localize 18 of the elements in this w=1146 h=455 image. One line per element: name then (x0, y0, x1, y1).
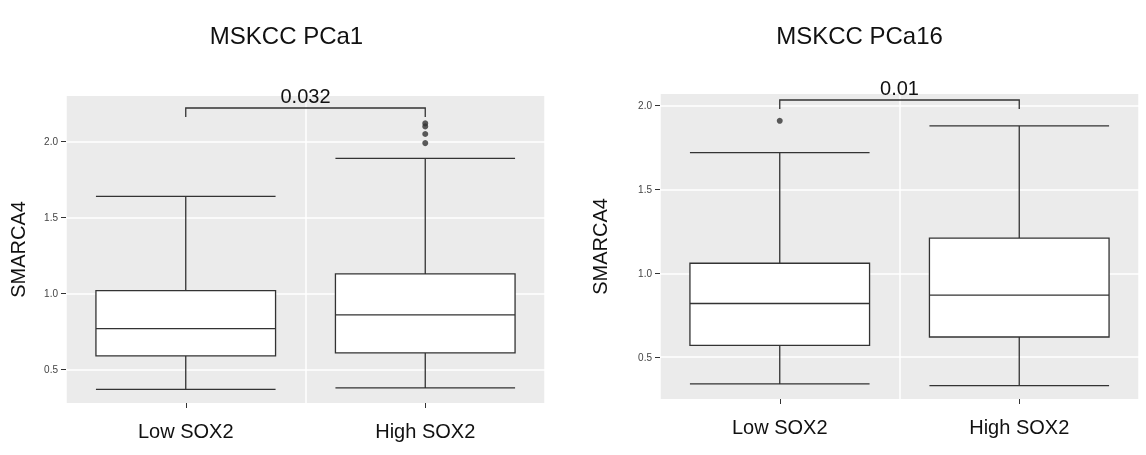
chart-title: MSKCC PCa1 (209, 21, 364, 49)
y-tick-label: 2.0 (44, 136, 59, 148)
y-tick-label: 1.0 (44, 288, 59, 300)
y-tick-label: 1.5 (638, 184, 653, 196)
y-tick-label: 0.5 (44, 364, 59, 376)
y-tick-label: 0.5 (638, 351, 653, 363)
annotation: 0.01 (880, 77, 919, 99)
y-tick-label: 1.5 (44, 212, 59, 224)
chart-title: MSKCC PCa16 (776, 21, 943, 49)
x-tick-label: Low SOX2 (731, 416, 828, 438)
x-tick-label: High SOX2 (969, 416, 1070, 438)
y-axis-title: SMARCA4 (589, 198, 611, 295)
y-tick-label: 2.0 (638, 100, 653, 112)
y-axis-title: SMARCA4 (7, 201, 29, 298)
annotation: 0.032 (280, 85, 331, 107)
x-tick-label: High SOX2 (375, 420, 476, 442)
y-tick-label: 1.0 (638, 267, 653, 279)
x-tick-label: Low SOX2 (137, 420, 234, 442)
